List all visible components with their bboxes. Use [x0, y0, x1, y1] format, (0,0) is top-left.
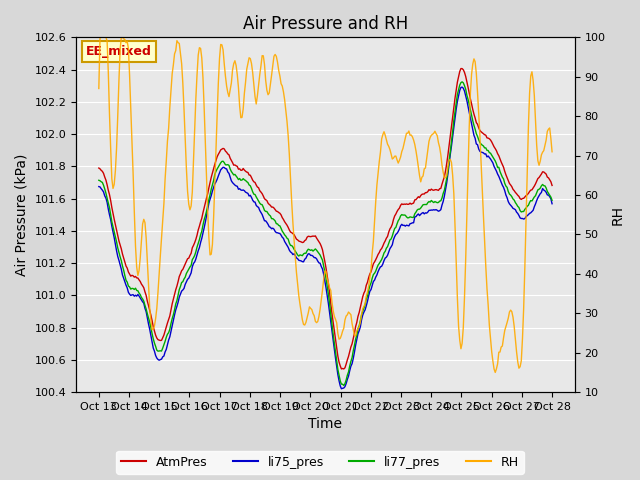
Line: AtmPres: AtmPres — [99, 69, 552, 369]
Title: Air Pressure and RH: Air Pressure and RH — [243, 15, 408, 33]
li75_pres — [110, 235, 118, 240]
li77_pres — [340, 383, 348, 388]
AtmPres — [457, 66, 465, 72]
li75_pres — [458, 84, 466, 90]
li77_pres — [125, 283, 132, 289]
RH — [419, 173, 427, 179]
li75_pres — [125, 289, 132, 295]
RH — [111, 168, 119, 174]
li75_pres — [328, 328, 336, 334]
RH — [95, 85, 102, 91]
AtmPres — [328, 311, 336, 316]
Legend: AtmPres, li75_pres, li77_pres, RH: AtmPres, li75_pres, li77_pres, RH — [116, 451, 524, 474]
li75_pres — [548, 201, 556, 206]
RH — [486, 336, 494, 342]
li77_pres — [488, 152, 495, 158]
AtmPres — [419, 191, 427, 197]
AtmPres — [340, 366, 348, 372]
li77_pres — [547, 194, 555, 200]
li77_pres — [110, 229, 118, 235]
X-axis label: Time: Time — [308, 418, 342, 432]
li77_pres — [328, 321, 336, 327]
Line: RH: RH — [99, 37, 552, 372]
AtmPres — [547, 179, 555, 185]
RH — [548, 149, 556, 155]
li75_pres — [95, 184, 102, 190]
RH — [97, 35, 105, 40]
Line: li75_pres: li75_pres — [99, 87, 552, 389]
RH — [125, 72, 133, 78]
li77_pres — [548, 197, 556, 203]
Y-axis label: Air Pressure (kPa): Air Pressure (kPa) — [15, 154, 29, 276]
RH — [547, 136, 555, 142]
AtmPres — [548, 182, 556, 188]
li75_pres — [488, 158, 495, 164]
li77_pres — [458, 79, 466, 85]
li77_pres — [419, 202, 427, 208]
RH — [330, 308, 337, 313]
AtmPres — [488, 139, 495, 145]
li75_pres — [547, 196, 555, 202]
li75_pres — [419, 210, 427, 216]
AtmPres — [125, 269, 132, 275]
li75_pres — [337, 386, 345, 392]
AtmPres — [95, 165, 102, 171]
Y-axis label: RH: RH — [611, 205, 625, 225]
Text: EE_mixed: EE_mixed — [86, 45, 152, 58]
AtmPres — [110, 216, 118, 222]
li77_pres — [95, 178, 102, 183]
Line: li77_pres: li77_pres — [99, 82, 552, 385]
RH — [492, 370, 499, 375]
